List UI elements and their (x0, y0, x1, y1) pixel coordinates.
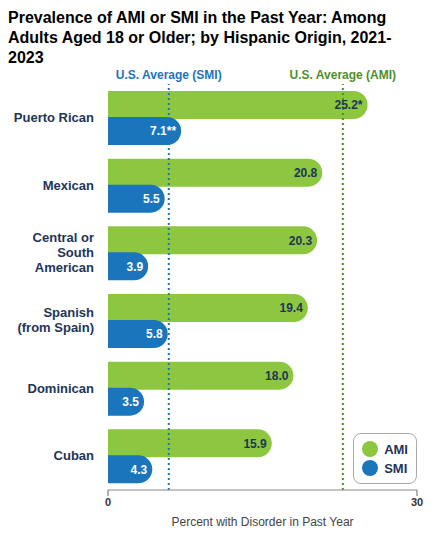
svg-text:Mexican: Mexican (43, 178, 94, 193)
svg-text:0: 0 (105, 496, 111, 508)
svg-text:25.2*: 25.2* (335, 98, 363, 112)
svg-text:Percent with Disorder in Past: Percent with Disorder in Past Year (171, 515, 353, 529)
svg-text:20.8: 20.8 (294, 166, 318, 180)
svg-text:U.S. Average (SMI): U.S. Average (SMI) (116, 68, 222, 82)
html-text:AMI: AMI (384, 441, 408, 457)
svg-text:5.8: 5.8 (146, 327, 163, 341)
html-text:Prevalence of AMI or SMI in th: Prevalence of AMI or SMI in the Past Yea… (8, 9, 392, 66)
svg-text:19.4: 19.4 (279, 301, 303, 315)
svg-text:20.3: 20.3 (289, 234, 313, 248)
svg-text:15.9: 15.9 (243, 437, 267, 451)
svg-text:30: 30 (411, 496, 423, 508)
svg-text:3.5: 3.5 (122, 395, 139, 409)
svg-text:4.3: 4.3 (131, 463, 148, 477)
svg-text:Central orSouthAmerican: Central orSouthAmerican (33, 230, 94, 275)
svg-text:3.9: 3.9 (126, 260, 143, 274)
svg-text:Puerto Rican: Puerto Rican (14, 110, 94, 125)
svg-text:7.1**: 7.1** (150, 124, 176, 138)
svg-text:18.0: 18.0 (265, 369, 289, 383)
svg-text:Spanish(from Spain): Spanish(from Spain) (17, 305, 94, 335)
svg-text:5.5: 5.5 (143, 192, 160, 206)
html-text:SMI: SMI (384, 460, 408, 476)
svg-text:Cuban: Cuban (54, 448, 95, 463)
svg-text:Dominican: Dominican (28, 381, 95, 396)
svg-text:U.S. Average (AMI): U.S. Average (AMI) (290, 68, 396, 82)
